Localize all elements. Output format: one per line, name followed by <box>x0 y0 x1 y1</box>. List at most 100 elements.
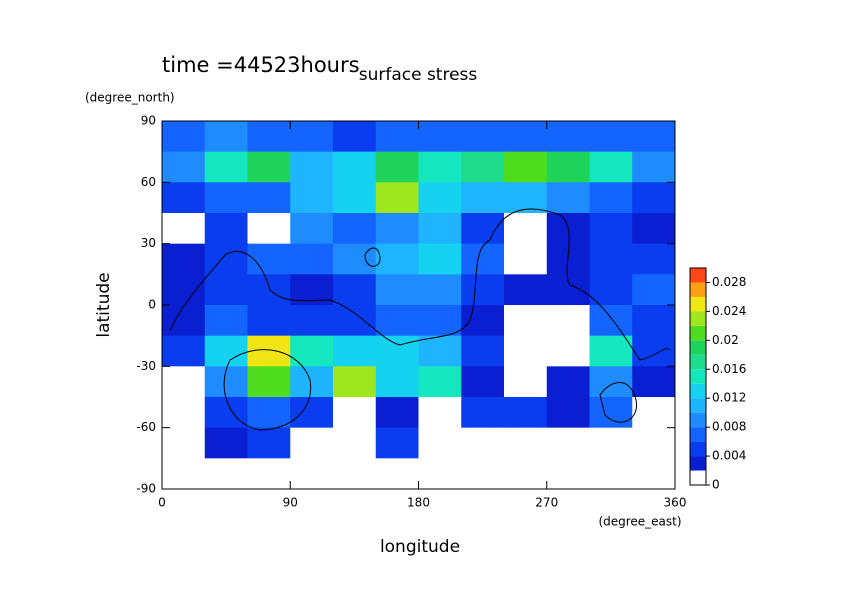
field-cell <box>418 243 462 275</box>
field-cell <box>461 274 505 306</box>
field-cell <box>333 182 377 214</box>
colorbar-band <box>690 369 706 384</box>
field-cell <box>504 182 548 214</box>
field-cell <box>546 274 590 306</box>
field-cell <box>375 274 419 306</box>
field-cell <box>290 427 334 459</box>
field-cell <box>162 213 206 245</box>
x-units: (degree_east) <box>598 515 681 529</box>
field-cell <box>589 213 633 245</box>
x-tick-label: 0 <box>158 496 166 510</box>
field-cell <box>162 427 206 459</box>
chart-title: surface stress <box>359 65 478 85</box>
field-cell <box>162 151 206 183</box>
field-cell <box>589 458 633 490</box>
field-cell <box>204 274 248 306</box>
field-cell <box>247 458 291 490</box>
field-cell <box>504 274 548 306</box>
field-cell <box>504 427 548 459</box>
field-cell <box>333 213 377 245</box>
colorbar-band <box>690 441 706 457</box>
field-cell <box>461 458 505 490</box>
field-cell <box>333 305 377 337</box>
field-cell <box>632 335 676 367</box>
field-cell <box>290 397 334 429</box>
field-cell <box>418 274 462 306</box>
field-cell <box>461 427 505 459</box>
x-tick-label: 180 <box>407 496 430 510</box>
field-cell <box>290 366 334 398</box>
colorbar-band <box>690 470 706 485</box>
field-cell <box>333 366 377 398</box>
field-cell <box>162 182 206 214</box>
colorbar-band <box>690 325 706 341</box>
field-cell <box>589 121 633 153</box>
y-units: (degree_north) <box>85 91 175 105</box>
colorbar-tick-label: 0.024 <box>712 304 746 318</box>
field-cell <box>504 366 548 398</box>
x-tick-label: 90 <box>283 496 298 510</box>
field-cell <box>589 366 633 398</box>
colorbar-tick-label: 0.004 <box>712 449 746 463</box>
field <box>162 121 676 490</box>
y-tick-label: -30 <box>136 359 156 373</box>
field-cell <box>546 366 590 398</box>
field-cell <box>204 151 248 183</box>
field-cell <box>162 121 206 153</box>
field-cell <box>375 366 419 398</box>
colorbar-tick-label: 0 <box>712 478 720 492</box>
field-cell <box>290 151 334 183</box>
field-cell <box>589 427 633 459</box>
field-cell <box>290 335 334 367</box>
field-cell <box>504 243 548 275</box>
field-cell <box>461 151 505 183</box>
field-cell <box>333 121 377 153</box>
field-cell <box>589 243 633 275</box>
field-cell <box>375 397 419 429</box>
field-cell <box>247 213 291 245</box>
field-cell <box>162 274 206 306</box>
colorbar-band <box>690 282 706 297</box>
field-cell <box>375 213 419 245</box>
field-cell <box>204 335 248 367</box>
field-cell <box>504 458 548 490</box>
subtitle: time =44523hours <box>162 53 360 77</box>
field-cell <box>375 121 419 153</box>
y-axis-label: latitude <box>94 272 114 337</box>
field-cell <box>247 182 291 214</box>
field-cell <box>247 366 291 398</box>
field-cell <box>461 397 505 429</box>
field-cell <box>418 427 462 459</box>
field-cell <box>546 151 590 183</box>
field-cell <box>162 397 206 429</box>
field-cell <box>375 305 419 337</box>
field-cell <box>247 243 291 275</box>
field-cell <box>632 121 676 153</box>
colorbar-tick-label: 0.016 <box>712 362 746 376</box>
field-cell <box>290 458 334 490</box>
field-cell <box>632 213 676 245</box>
field-cell <box>333 397 377 429</box>
field-cell <box>333 274 377 306</box>
y-tick-label: 60 <box>141 175 156 189</box>
field-cell <box>204 213 248 245</box>
field-cell <box>333 151 377 183</box>
y-tick-label: -90 <box>136 482 156 496</box>
field-cell <box>589 305 633 337</box>
field-cell <box>632 366 676 398</box>
x-tick-label: 360 <box>664 496 687 510</box>
field-cell <box>162 243 206 275</box>
coastline <box>169 208 671 431</box>
field-cell <box>461 213 505 245</box>
field-cell <box>418 335 462 367</box>
colorbar-band <box>690 427 706 442</box>
field-cell <box>375 458 419 490</box>
field-cell <box>632 182 676 214</box>
y-tick-label: 0 <box>148 298 156 312</box>
field-cell <box>418 458 462 490</box>
field-cell <box>546 335 590 367</box>
colorbar-tick-label: 0.02 <box>712 333 739 347</box>
field-cell <box>290 213 334 245</box>
field-cell <box>461 182 505 214</box>
field-cell <box>204 305 248 337</box>
